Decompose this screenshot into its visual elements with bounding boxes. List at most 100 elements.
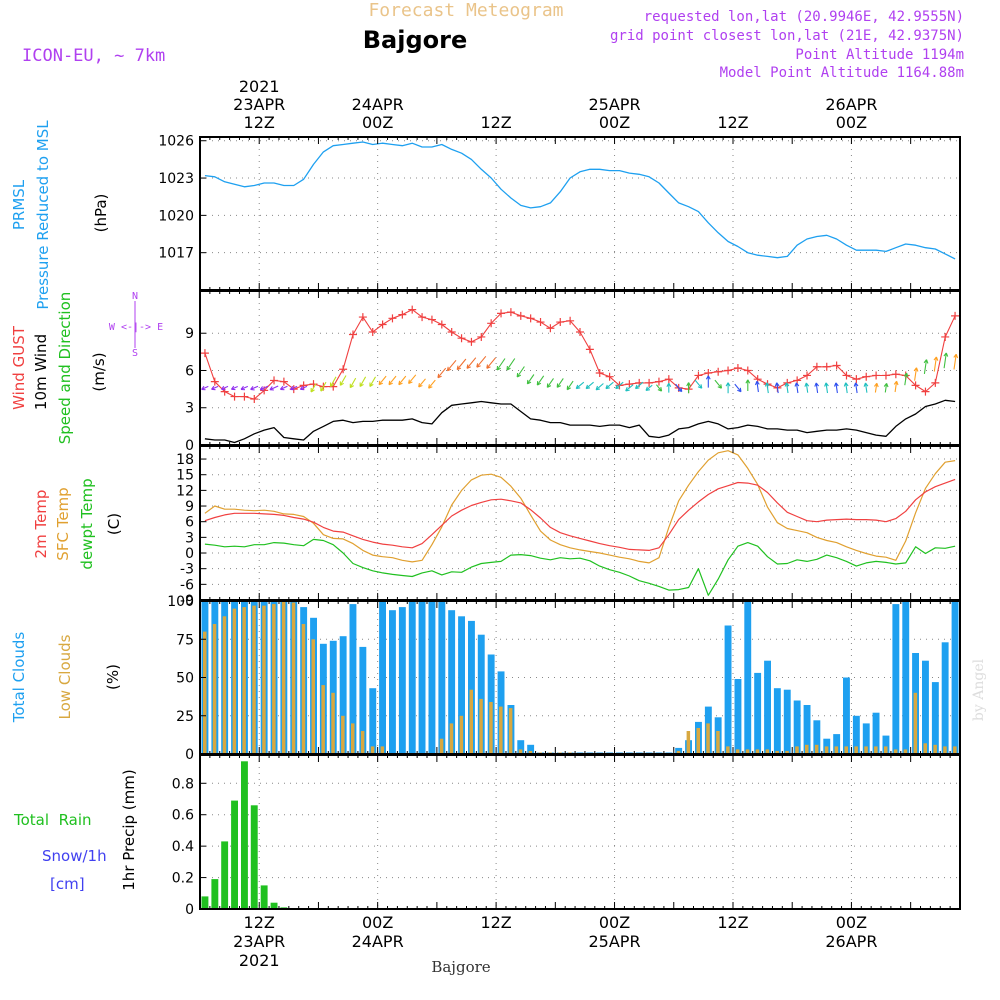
wind-direction-arrow bbox=[496, 358, 506, 371]
wind-direction-arrow bbox=[774, 382, 780, 394]
bar-low-clouds bbox=[351, 723, 355, 754]
bar-low-clouds bbox=[370, 746, 375, 754]
legend-sfc-temp: SFC Temp bbox=[54, 487, 72, 560]
wind-direction-arrow bbox=[408, 374, 417, 385]
wind-direction-arrow bbox=[784, 382, 790, 394]
wind-direction-arrow bbox=[506, 358, 516, 371]
y-tick-label: 18 bbox=[176, 452, 194, 468]
gust-marker bbox=[842, 371, 851, 380]
wind-direction-arrow bbox=[764, 382, 770, 394]
bottom-time-label: 00Z bbox=[836, 913, 867, 932]
watermark: by Angel bbox=[971, 658, 987, 721]
gust-marker bbox=[368, 327, 377, 336]
gust-marker bbox=[743, 366, 752, 375]
gust-marker bbox=[704, 368, 713, 377]
bar-total-clouds bbox=[527, 744, 535, 754]
wind-direction-arrow bbox=[279, 385, 288, 391]
bar-rain bbox=[231, 800, 238, 909]
top-time-label: 2021 bbox=[239, 77, 280, 96]
gust-marker bbox=[625, 380, 634, 389]
bar-total-clouds bbox=[468, 620, 475, 754]
gust-marker bbox=[279, 377, 288, 386]
bar-total-clouds bbox=[389, 610, 396, 754]
bottom-time-label: 2021 bbox=[239, 951, 280, 970]
legend-pressure-msl: Pressure Reduced to MSL bbox=[34, 120, 52, 310]
gust-marker bbox=[388, 314, 397, 323]
wind-direction-arrow bbox=[824, 382, 829, 394]
top-time-label: 26APR bbox=[825, 95, 877, 114]
bottom-time-label: 23APR bbox=[233, 932, 285, 951]
wind-direction-arrow bbox=[843, 382, 849, 394]
gust-marker bbox=[339, 365, 348, 374]
product-title: Forecast Meteogram bbox=[368, 0, 563, 21]
bar-low-clouds bbox=[913, 692, 918, 754]
wind-direction-arrow bbox=[873, 382, 879, 393]
gust-marker bbox=[921, 387, 930, 396]
gust-marker bbox=[566, 316, 575, 325]
top-time-label: 12Z bbox=[717, 113, 748, 132]
top-time-label: 23APR bbox=[233, 95, 285, 114]
bar-low-clouds bbox=[834, 746, 839, 754]
gust-marker bbox=[654, 377, 663, 386]
wind-direction-arrow bbox=[883, 382, 889, 393]
bar-low-clouds bbox=[795, 746, 799, 754]
bar-total-clouds bbox=[764, 660, 771, 754]
gust-marker bbox=[200, 349, 209, 358]
wind-direction-arrow bbox=[566, 380, 574, 391]
wind-direction-arrow bbox=[923, 359, 929, 374]
gust-marker bbox=[911, 381, 920, 390]
wind-direction-arrow bbox=[903, 372, 909, 386]
bar-low-clouds bbox=[676, 750, 681, 754]
bar-rain bbox=[260, 885, 268, 909]
wind-direction-arrow bbox=[349, 377, 357, 389]
bar-low-clouds bbox=[212, 624, 217, 754]
wind-direction-arrow bbox=[320, 381, 327, 392]
bar-total-clouds bbox=[872, 712, 880, 754]
wind-direction-arrow bbox=[546, 378, 554, 388]
wind-direction-arrow bbox=[634, 381, 644, 390]
bar-total-clouds bbox=[379, 601, 386, 754]
wind-direction-arrow bbox=[369, 376, 376, 387]
wind-direction-arrow bbox=[456, 358, 467, 371]
bar-total-clouds bbox=[882, 735, 890, 754]
bar-total-clouds bbox=[458, 616, 465, 754]
bar-low-clouds bbox=[686, 731, 691, 754]
gust-marker bbox=[585, 345, 594, 354]
gust-marker bbox=[724, 366, 733, 375]
bar-total-clouds bbox=[793, 700, 801, 754]
wind-direction-arrow bbox=[615, 381, 624, 390]
wind-direction-arrow bbox=[734, 383, 742, 393]
bar-low-clouds bbox=[321, 685, 325, 754]
gust-marker bbox=[270, 376, 279, 385]
bar-low-clouds bbox=[508, 708, 513, 754]
gust-marker bbox=[546, 324, 555, 333]
y-tick-label: 1026 bbox=[158, 134, 194, 150]
gust-marker bbox=[872, 371, 881, 380]
wind-direction-arrow bbox=[476, 355, 487, 368]
bar-low-clouds bbox=[469, 689, 473, 754]
y-tick-label: 100 bbox=[167, 594, 194, 610]
bar-total-clouds bbox=[398, 607, 406, 754]
model-point-altitude: Model Point Altitude 1164.88m bbox=[720, 65, 964, 81]
legend-wind-gust: Wind GUST bbox=[10, 325, 28, 410]
wind-direction-arrow bbox=[666, 382, 672, 393]
location-title: Bajgore bbox=[363, 26, 468, 54]
compass-north: N bbox=[132, 291, 138, 302]
bar-low-clouds bbox=[528, 750, 533, 754]
y-tick-label: 50 bbox=[176, 671, 194, 687]
gust-marker bbox=[951, 311, 960, 320]
gust-marker bbox=[832, 361, 841, 370]
legend-low-clouds: Low Clouds bbox=[56, 634, 74, 719]
wind-direction-arrow bbox=[310, 383, 317, 393]
wind-direction-arrow bbox=[398, 375, 407, 386]
bar-total-clouds bbox=[724, 625, 732, 754]
y-tick-label: 0.6 bbox=[172, 808, 194, 824]
bar-rain bbox=[270, 902, 278, 909]
compass-south: S bbox=[132, 348, 138, 359]
bar-low-clouds bbox=[518, 749, 523, 754]
point-altitude: Point Altitude 1194m bbox=[795, 47, 964, 63]
wind-direction-arrow bbox=[814, 382, 820, 393]
bar-total-clouds bbox=[922, 660, 929, 754]
wind-direction-arrow bbox=[329, 376, 337, 387]
wind-direction-arrow bbox=[269, 385, 279, 391]
